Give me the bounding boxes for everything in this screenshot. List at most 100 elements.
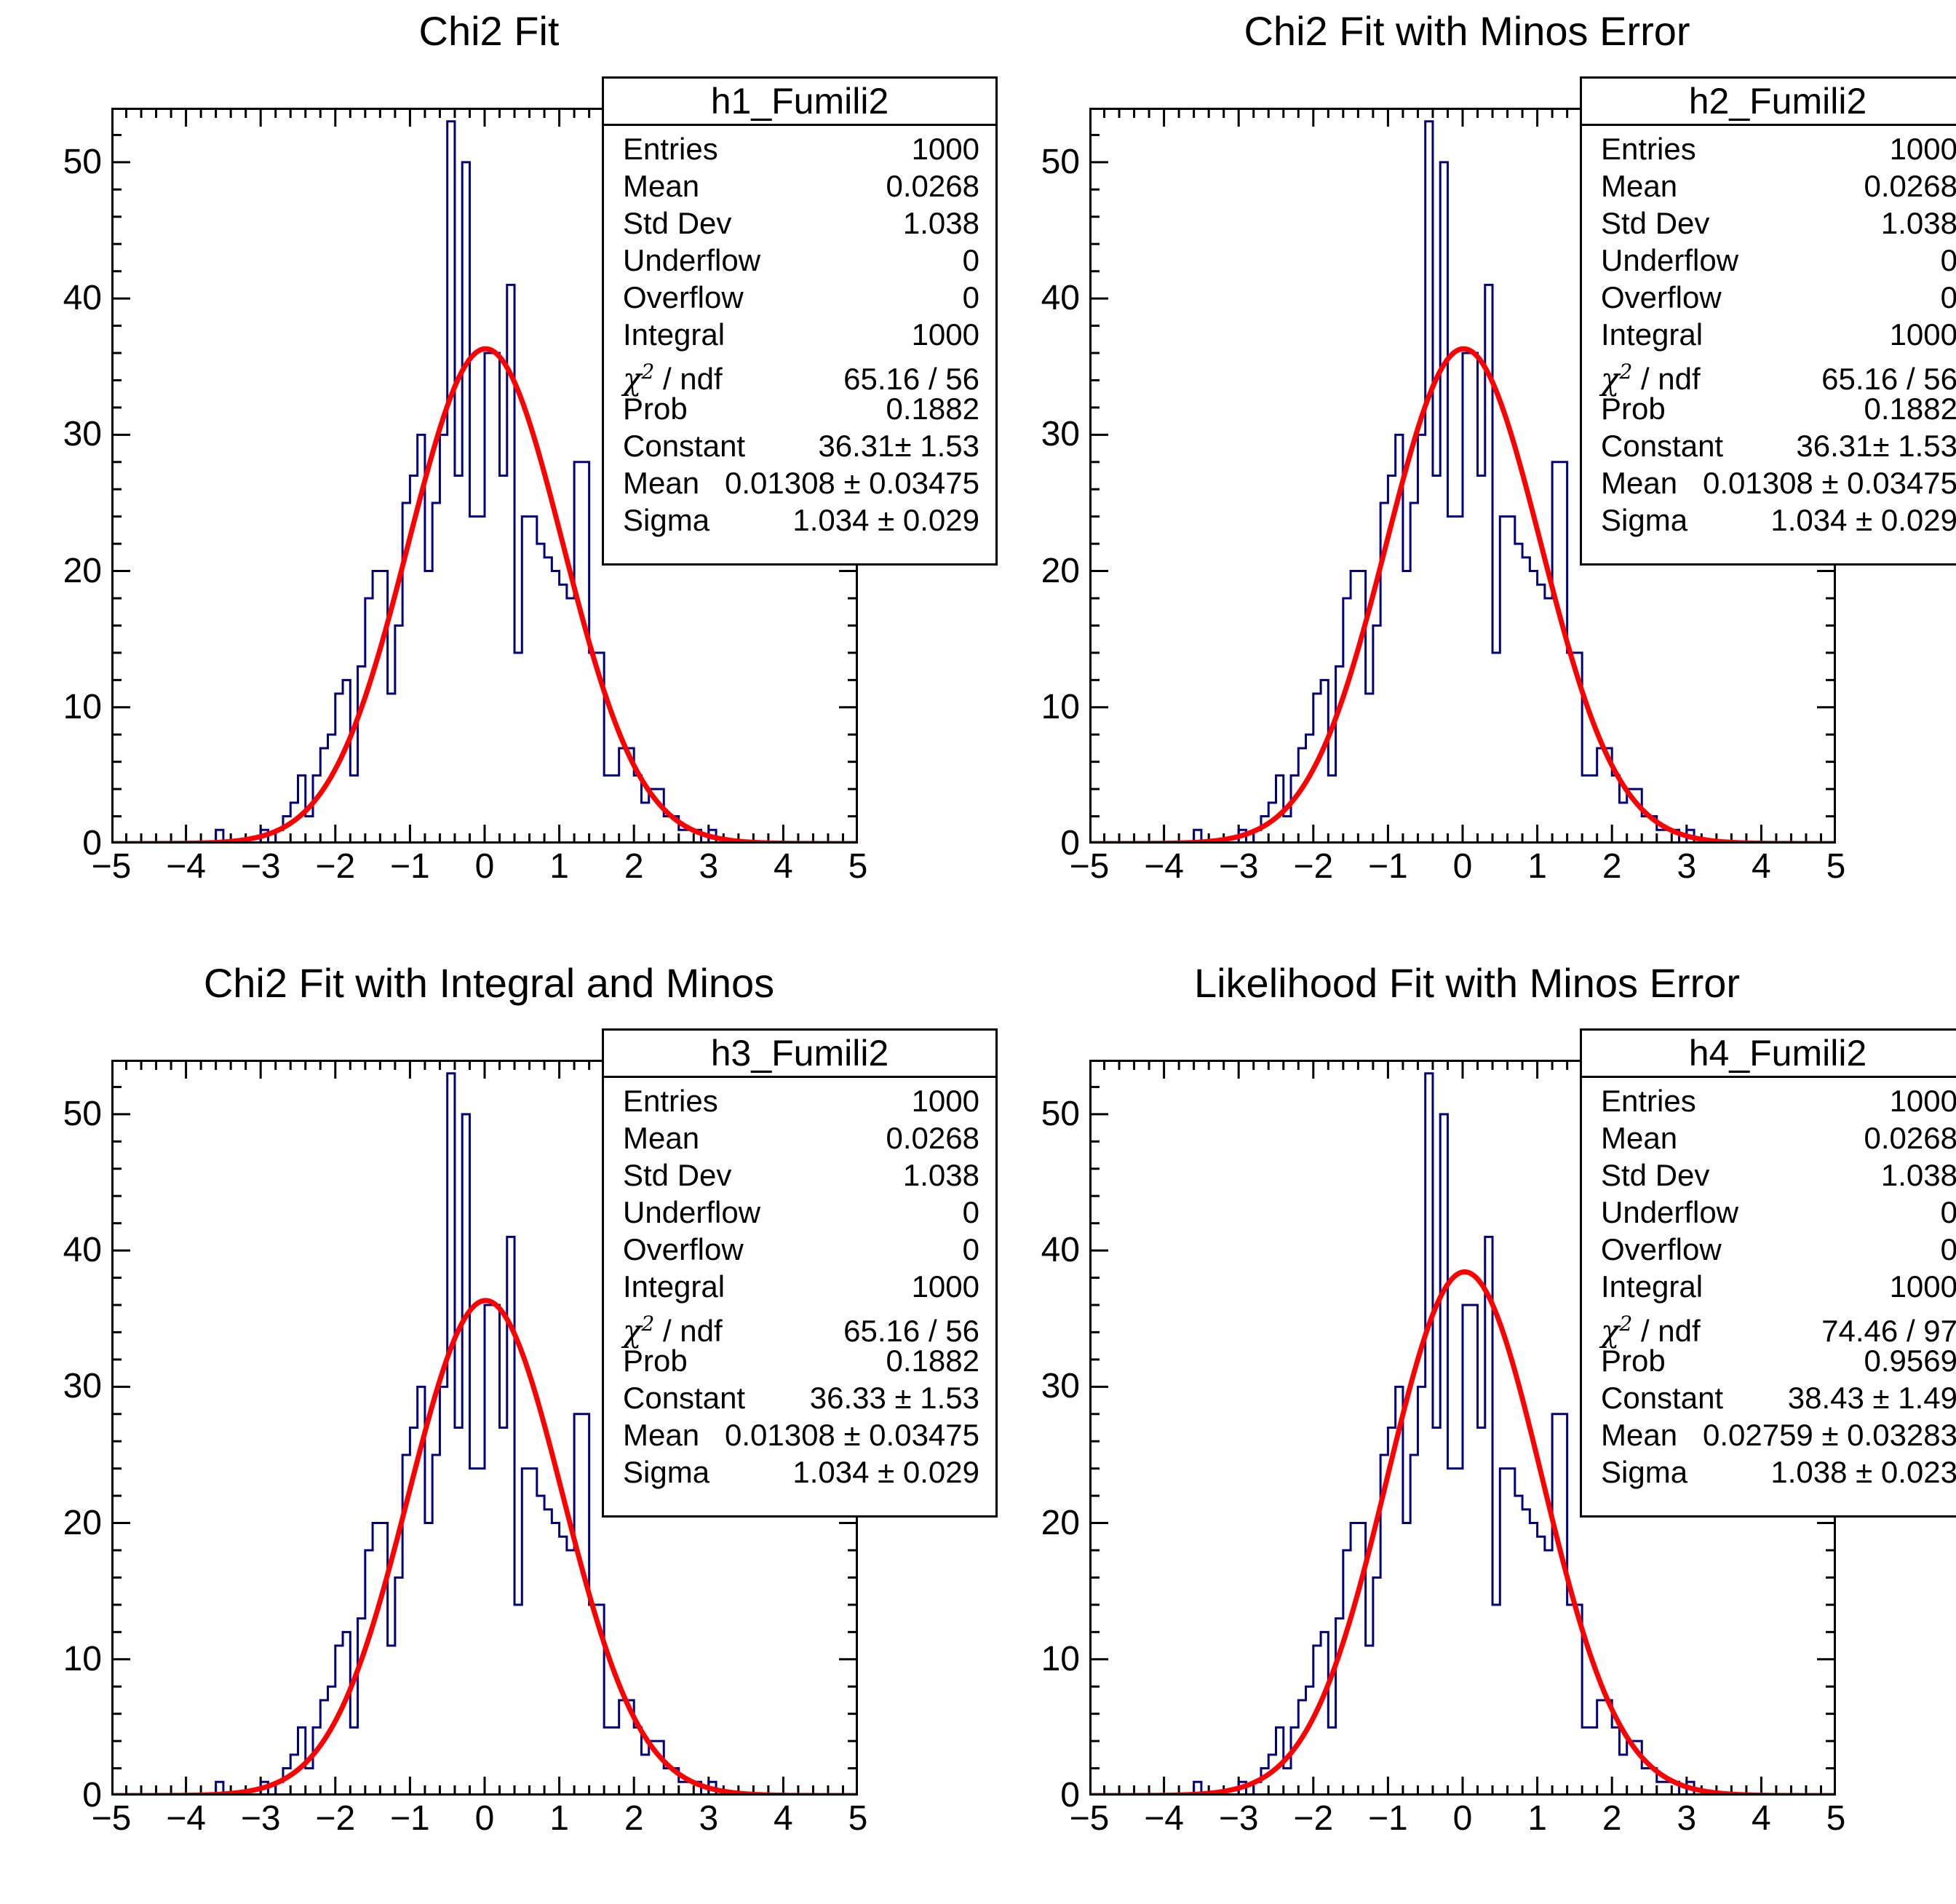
- y-axis-labels: 0 10 20 30 40 50: [0, 1060, 102, 1812]
- stat-key: Prob: [1601, 1344, 1666, 1378]
- stat-value: 1.038: [1880, 1158, 1956, 1192]
- statistics-box[interactable]: h1_Fumili2 Entries 1000 Mean 0.0268 Std …: [602, 76, 998, 566]
- stat-row-sigma: Sigma 1.038 ± 0.023: [1582, 1453, 1956, 1491]
- stat-value: 1000: [1889, 1269, 1956, 1304]
- stat-value: 1000: [911, 1269, 979, 1304]
- y-tick-label: 40: [63, 279, 102, 318]
- stat-key: Entries: [623, 132, 718, 166]
- stat-row-prob: Prob 0.1882: [1582, 390, 1956, 427]
- statbox-title: h1_Fumili2: [604, 79, 995, 126]
- stat-row-std-dev: Std Dev 1.038: [604, 205, 995, 242]
- plot-pad-1[interactable]: Chi2 Fit 0 10 20 30 40 50 −5 −4 −3 −2 −1 0 1 2 3 4 5 h1…: [0, 0, 998, 952]
- stat-value: 0: [1940, 1195, 1956, 1229]
- stat-row-sigma: Sigma 1.034 ± 0.029: [604, 501, 995, 539]
- stat-row-constant: Constant 36.31± 1.53: [604, 427, 995, 464]
- x-tick-label: 4: [774, 847, 793, 886]
- x-tick-label: 3: [1677, 1799, 1697, 1838]
- stat-key: Constant: [1601, 429, 1724, 463]
- x-tick-label: 5: [848, 1799, 868, 1838]
- stat-value: 0.02759 ± 0.03283: [1702, 1418, 1956, 1452]
- x-tick-label: −4: [166, 847, 206, 886]
- statbox-rows: Entries 1000 Mean 0.0268 Std Dev 1.038 U…: [1582, 126, 1956, 542]
- stat-value: 1.038 ± 0.023: [1770, 1455, 1956, 1489]
- stat-value: 1000: [911, 1084, 979, 1118]
- statistics-box[interactable]: h3_Fumili2 Entries 1000 Mean 0.0268 Std …: [602, 1028, 998, 1518]
- y-tick-label: 20: [63, 551, 102, 590]
- stat-key: Mean: [623, 169, 700, 203]
- y-tick-label: 0: [82, 1776, 102, 1814]
- x-tick-label: 1: [1527, 1799, 1547, 1838]
- stat-key: Integral: [1601, 1269, 1703, 1304]
- stat-value: 0.0268: [1864, 169, 1956, 203]
- stat-key: χ2 / ndf: [623, 1312, 723, 1349]
- y-tick-label: 50: [1041, 142, 1080, 181]
- y-tick-label: 40: [1041, 279, 1080, 318]
- stat-key: Underflow: [623, 1195, 761, 1229]
- stat-key: Integral: [623, 317, 725, 352]
- stat-value: 0: [1940, 280, 1956, 314]
- pad-title: Chi2 Fit: [418, 8, 560, 54]
- stat-key: Overflow: [1601, 280, 1722, 314]
- stat-key: Mean: [623, 466, 700, 500]
- stat-key: Entries: [1601, 1084, 1696, 1118]
- y-tick-label: 50: [63, 1094, 102, 1133]
- x-tick-label: 0: [1452, 847, 1473, 886]
- stat-key: Entries: [623, 1084, 718, 1118]
- stat-key: Mean: [623, 1418, 700, 1452]
- stat-row-constant: Constant 36.33 ± 1.53: [604, 1379, 995, 1416]
- stat-value: 1.038: [1880, 206, 1956, 240]
- x-tick-label: −5: [1069, 1799, 1110, 1838]
- stat-key: Integral: [1601, 317, 1703, 352]
- stat-key: Sigma: [623, 503, 710, 537]
- stat-key: Mean: [623, 1121, 700, 1155]
- stat-key: Sigma: [1601, 503, 1688, 537]
- pad-title: Likelihood Fit with Minos Error: [1193, 960, 1741, 1006]
- x-axis-labels: −5 −4 −3 −2 −1 0 1 2 3 4 5: [92, 846, 868, 897]
- stat-value: 0.0268: [886, 1121, 979, 1155]
- y-tick-label: 40: [63, 1231, 102, 1270]
- stat-key: Mean: [1601, 1418, 1678, 1452]
- x-tick-label: 3: [1677, 847, 1697, 886]
- stat-key: Sigma: [1601, 1455, 1688, 1489]
- stat-key: Constant: [1601, 1381, 1724, 1415]
- y-tick-label: 0: [1060, 1776, 1080, 1814]
- x-tick-label: −5: [91, 847, 132, 886]
- stat-row-mean: Mean 0.0268: [604, 1119, 995, 1157]
- plot-pad-2[interactable]: Chi2 Fit with Minos Error 0 10 20 30 40 50 −5…: [978, 0, 1956, 952]
- plot-pad-3[interactable]: Chi2 Fit with Integral and Minos 0 10 20 30…: [0, 952, 998, 1904]
- stat-key: Mean: [1601, 466, 1678, 500]
- stat-value: 1000: [1889, 1084, 1956, 1118]
- stat-key: Integral: [623, 1269, 725, 1304]
- statbox-rows: Entries 1000 Mean 0.0268 Std Dev 1.038 U…: [604, 1078, 995, 1494]
- stat-row-prob: Prob 0.1882: [604, 1342, 995, 1379]
- stat-value: 1000: [1889, 317, 1956, 352]
- stat-key: Overflow: [623, 1232, 744, 1266]
- stat-row-constant: Constant 38.43 ± 1.49: [1582, 1379, 1956, 1416]
- stat-value: 0.0268: [886, 169, 979, 203]
- stat-value: 0: [1940, 1232, 1956, 1266]
- stat-key: Std Dev: [623, 206, 732, 240]
- statistics-box[interactable]: h2_Fumili2 Entries 1000 Mean 0.0268 Std …: [1580, 76, 1956, 566]
- gaussian-fit-curve: [1089, 346, 1836, 844]
- stat-row-mean: Mean 0.01308 ± 0.03475: [604, 464, 995, 501]
- stat-row-sigma: Sigma 1.034 ± 0.029: [1582, 501, 1956, 539]
- stat-row-integral: Integral 1000: [604, 1268, 995, 1305]
- y-tick-label: 40: [1041, 1231, 1080, 1270]
- stat-key: Underflow: [1601, 1195, 1739, 1229]
- stat-value: 0.01308 ± 0.03475: [724, 466, 979, 500]
- y-tick-label: 50: [1041, 1094, 1080, 1133]
- stat-value: 1000: [911, 132, 979, 166]
- statistics-box[interactable]: h4_Fumili2 Entries 1000 Mean 0.0268 Std …: [1580, 1028, 1956, 1518]
- stat-value: 1000: [911, 317, 979, 352]
- y-tick-label: 10: [63, 1639, 102, 1678]
- y-tick-label: 30: [1041, 1367, 1080, 1406]
- plot-pad-4[interactable]: Likelihood Fit with Minos Error 0 10 20 30 4…: [978, 952, 1956, 1904]
- stat-value: 1000: [1889, 132, 1956, 166]
- stat-value: 74.46 / 97: [1821, 1314, 1956, 1348]
- stat-value: 0: [1940, 243, 1956, 277]
- stat-key: Mean: [1601, 169, 1678, 203]
- stat-value: 0: [962, 243, 979, 277]
- x-tick-label: −2: [1293, 847, 1334, 886]
- stat-row-constant: Constant 36.31± 1.53: [1582, 427, 1956, 464]
- x-tick-label: −5: [1069, 847, 1110, 886]
